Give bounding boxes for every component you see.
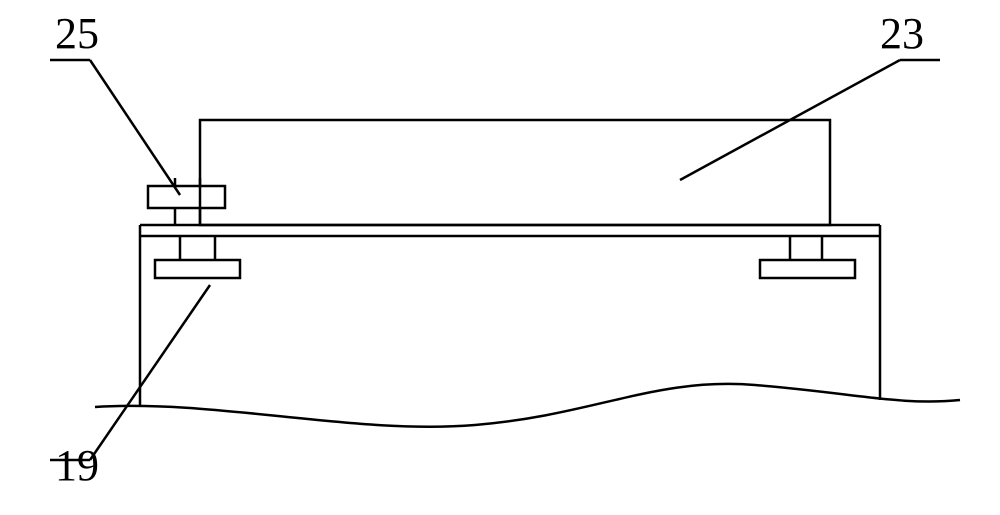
engineering-figure: 25 23 19 xyxy=(0,0,1000,515)
figure-labels: 25 23 19 xyxy=(55,9,924,490)
label-19: 19 xyxy=(55,441,99,490)
figure-geometry xyxy=(95,120,960,427)
label-23: 23 xyxy=(880,9,924,58)
label-25: 25 xyxy=(55,9,99,58)
